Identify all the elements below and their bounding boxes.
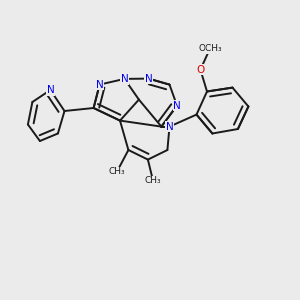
Text: OCH₃: OCH₃ bbox=[198, 44, 222, 53]
Text: N: N bbox=[46, 85, 54, 95]
Text: N: N bbox=[166, 122, 173, 132]
Text: N: N bbox=[121, 74, 128, 84]
Text: O: O bbox=[196, 64, 205, 75]
Text: N: N bbox=[96, 80, 104, 90]
Text: CH₃: CH₃ bbox=[109, 167, 125, 176]
Text: N: N bbox=[145, 74, 152, 84]
Text: N: N bbox=[173, 100, 181, 111]
Text: CH₃: CH₃ bbox=[145, 176, 161, 185]
